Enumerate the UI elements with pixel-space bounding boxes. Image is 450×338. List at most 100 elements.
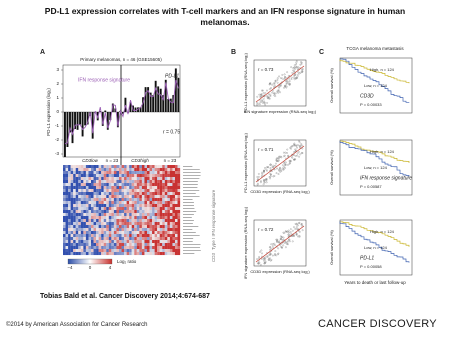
heat-cell xyxy=(141,204,145,208)
heat-cell xyxy=(164,204,168,208)
heat-cell xyxy=(98,234,102,238)
heat-cell xyxy=(162,243,165,247)
heat-cell xyxy=(93,222,97,226)
heat-cell xyxy=(98,174,102,178)
heat-cell xyxy=(174,177,178,181)
heat-cell xyxy=(111,186,114,190)
heat-cell xyxy=(144,201,148,205)
heat-cell xyxy=(136,168,140,172)
heat-cell xyxy=(68,243,71,247)
gene-label: IFN response signature xyxy=(360,175,412,181)
heat-cell xyxy=(164,219,168,223)
scatter-dot xyxy=(294,228,297,230)
bar xyxy=(116,112,119,128)
heat-cell xyxy=(146,192,150,196)
heat-cell xyxy=(70,225,74,229)
heat-cell xyxy=(83,249,86,253)
heat-cell xyxy=(149,252,153,256)
heat-cell xyxy=(172,183,176,187)
heat-cell xyxy=(88,222,92,226)
heat-cell xyxy=(144,192,148,196)
heat-cell xyxy=(129,222,132,226)
heat-cell xyxy=(129,234,132,238)
heat-cell xyxy=(113,183,117,187)
scatter-dot xyxy=(270,247,272,250)
scatter-dot xyxy=(285,86,288,89)
heat-cell xyxy=(134,225,137,229)
heat-cell xyxy=(85,231,89,235)
heat-cell xyxy=(121,186,125,190)
heat-cell xyxy=(118,201,122,205)
heat-cell xyxy=(144,219,148,223)
heat-cell xyxy=(78,195,81,199)
heat-cell xyxy=(124,228,127,232)
heat-cell xyxy=(157,228,160,232)
heat-cell xyxy=(124,201,127,205)
heat-cell xyxy=(83,228,86,232)
heat-cell xyxy=(118,204,122,208)
bar xyxy=(177,78,180,112)
heat-cell xyxy=(157,216,160,220)
scatter-dot xyxy=(298,230,301,233)
heat-cell xyxy=(121,198,125,202)
heat-cell xyxy=(154,222,158,226)
heat-cell xyxy=(113,219,117,223)
heat-cell xyxy=(96,237,99,241)
heat-cell xyxy=(134,204,137,208)
heat-cell xyxy=(149,168,153,172)
heat-cell xyxy=(172,249,176,253)
heat-cell xyxy=(83,252,86,256)
heat-cell xyxy=(144,177,148,181)
heat-cell xyxy=(68,228,71,232)
scatter-dot xyxy=(263,257,266,260)
heat-cell xyxy=(174,183,178,187)
heat-cell xyxy=(159,180,163,184)
heat-cell xyxy=(141,225,145,229)
heat-cell xyxy=(164,222,168,226)
heat-cell xyxy=(154,183,158,187)
heat-cell xyxy=(169,222,173,226)
scatter-dot xyxy=(258,256,260,258)
heat-cell xyxy=(164,180,168,184)
heat-cell xyxy=(129,186,132,190)
heat-cell xyxy=(101,180,104,184)
heat-cell xyxy=(141,222,145,226)
heat-cell xyxy=(113,204,117,208)
heat-cell xyxy=(80,228,84,232)
heat-cell xyxy=(157,225,160,229)
heat-cell xyxy=(80,246,84,250)
heat-cell xyxy=(134,192,137,196)
heat-cell xyxy=(152,198,155,202)
scatter-dot xyxy=(287,233,290,236)
heat-cell xyxy=(169,177,173,181)
heat-cell xyxy=(167,198,170,202)
heat-cell xyxy=(78,210,81,214)
scatter-dot xyxy=(262,97,265,100)
heat-cell xyxy=(131,219,135,223)
heat-cell xyxy=(101,174,104,178)
heat-cell xyxy=(65,207,69,211)
heat-cell xyxy=(85,177,89,181)
heat-cell xyxy=(162,252,165,256)
heat-cell xyxy=(98,225,102,229)
heat-cell xyxy=(136,183,140,187)
heat-cell xyxy=(113,195,117,199)
heat-cell xyxy=(63,186,66,190)
heat-cell xyxy=(162,207,165,211)
heat-cell xyxy=(118,243,122,247)
heat-cell xyxy=(113,246,117,250)
heat-cell xyxy=(106,216,109,220)
heat-cell xyxy=(73,210,76,214)
scatter-dot xyxy=(268,254,271,256)
heat-cell xyxy=(90,249,94,253)
heat-cell xyxy=(68,204,71,208)
heat-cell xyxy=(174,234,178,238)
heat-cell xyxy=(63,231,66,235)
heat-cell xyxy=(131,240,135,244)
heat-cell xyxy=(96,177,99,181)
heat-cell xyxy=(93,183,97,187)
scatter-dot xyxy=(288,233,291,236)
heat-cell xyxy=(93,165,97,169)
heat-cell xyxy=(75,234,79,238)
heat-cell xyxy=(98,210,102,214)
